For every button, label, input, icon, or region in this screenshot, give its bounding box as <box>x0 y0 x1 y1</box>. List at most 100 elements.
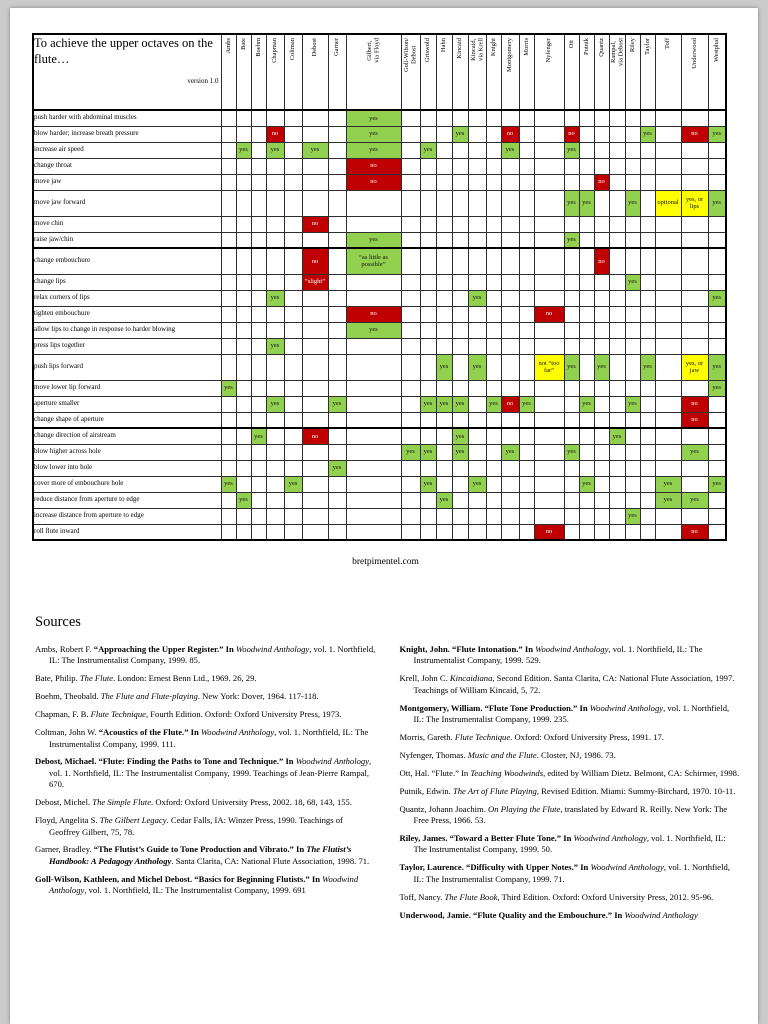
cell-krell <box>467 411 487 429</box>
cell-westphal <box>707 157 727 175</box>
cell-griswold <box>419 353 437 381</box>
cell-garner <box>327 289 347 307</box>
cell-chapman <box>265 157 285 175</box>
cell-rampal <box>608 379 626 397</box>
cell-rampal <box>608 523 626 541</box>
cell-montgomery <box>500 173 520 191</box>
cell-hahn: yes <box>435 491 453 509</box>
cell-ott: yes <box>563 443 580 461</box>
column-label: Rampal, via Debost <box>609 38 625 66</box>
cell-rampal <box>608 353 626 381</box>
cell-toff: yes <box>654 491 682 509</box>
cell-montgomery <box>500 459 520 477</box>
cell-westphal <box>707 491 727 509</box>
cell-underwood <box>680 173 709 191</box>
cell-montgomery <box>500 321 520 339</box>
cell-taylor <box>639 379 656 397</box>
cell-westphal <box>707 305 727 323</box>
cell-montgomery <box>500 273 520 291</box>
cell-boehm <box>250 173 267 191</box>
cell-morris <box>518 475 535 493</box>
column-header-garner: Garner <box>327 33 347 111</box>
cell-morris <box>518 379 535 397</box>
cell-rampal <box>608 215 626 233</box>
cell-putnik <box>578 247 595 275</box>
cell-toff <box>654 411 682 429</box>
column-label: Garner <box>333 38 341 57</box>
cell-underwood <box>680 459 709 477</box>
cell-coltman <box>283 379 303 397</box>
cell-putnik <box>578 109 595 127</box>
source-entry: Floyd, Angelita S. The Gilbert Legacy. C… <box>35 815 376 838</box>
cell-bate <box>235 173 252 191</box>
cell-chapman <box>265 109 285 127</box>
cell-morris <box>518 443 535 461</box>
cell-kincaid <box>451 215 469 233</box>
cell-gollwilson <box>400 459 421 477</box>
column-header-gilbert: Gilbert, via Floyd <box>345 33 402 111</box>
cell-westphal <box>707 427 727 445</box>
cell-griswold <box>419 305 437 323</box>
cell-gilbert <box>345 491 402 509</box>
cell-boehm <box>250 507 267 525</box>
table-version: version 1.0 <box>187 77 219 85</box>
source-text: Morris, Gareth. <box>399 732 455 743</box>
table-row: relax corners of lips yes yes yes <box>32 289 727 307</box>
cell-putnik <box>578 491 595 509</box>
cell-quantz <box>593 215 610 233</box>
cell-coltman <box>283 395 303 413</box>
cell-nyfenger <box>533 379 565 397</box>
cell-bate: yes <box>235 141 252 159</box>
cell-griswold <box>419 379 437 397</box>
column-header-krell: Kincaid, via Krell <box>467 33 487 111</box>
cell-chapman <box>265 459 285 477</box>
cell-toff <box>654 321 682 339</box>
cell-knight <box>485 305 502 323</box>
cell-chapman <box>265 427 285 445</box>
cell-riley <box>624 353 641 381</box>
table-row: raise jaw/chin yes yes <box>32 231 727 249</box>
cell-bate <box>235 427 252 445</box>
cell-westphal <box>707 173 727 191</box>
cell-morris <box>518 141 535 159</box>
cell-quantz <box>593 523 610 541</box>
cell-underwood: no <box>680 411 709 429</box>
cell-knight <box>485 475 502 493</box>
cell-westphal <box>707 443 727 461</box>
cell-kincaid <box>451 231 469 249</box>
cell-westphal <box>707 395 727 413</box>
cell-toff: yes <box>654 475 682 493</box>
cell-riley <box>624 459 641 477</box>
sources-heading: Sources <box>35 614 81 630</box>
cell-westphal: yes <box>707 189 727 217</box>
cell-debost: no <box>301 247 329 275</box>
column-header-bate: Bate <box>235 33 252 111</box>
cell-gollwilson <box>400 395 421 413</box>
cell-quantz <box>593 379 610 397</box>
cell-chapman: yes <box>265 141 285 159</box>
source-text: Riley, James. “Toward a Better Flute Ton… <box>399 833 574 844</box>
cell-morris <box>518 507 535 525</box>
cell-riley <box>624 157 641 175</box>
table-row: roll flute inward no no <box>32 523 727 541</box>
cell-coltman <box>283 411 303 429</box>
column-header-rampal: Rampal, via Debost <box>608 33 626 111</box>
cell-rampal <box>608 231 626 249</box>
column-header-underwood: Underwood <box>680 33 709 111</box>
source-entry: Ambs, Robert F. “Approaching the Upper R… <box>35 644 376 667</box>
cell-ott <box>563 273 580 291</box>
cell-quantz <box>593 157 610 175</box>
cell-griswold <box>419 231 437 249</box>
cell-riley <box>624 109 641 127</box>
cell-gollwilson <box>400 353 421 381</box>
cell-taylor <box>639 395 656 413</box>
cell-montgomery <box>500 109 520 127</box>
cell-coltman: yes <box>283 475 303 493</box>
cell-montgomery <box>500 337 520 355</box>
cell-debost <box>301 475 329 493</box>
cell-garner <box>327 173 347 191</box>
cell-quantz <box>593 507 610 525</box>
cell-krell <box>467 247 487 275</box>
cell-gollwilson <box>400 305 421 323</box>
table-title-cell: To achieve the upper octaves on the flut… <box>32 33 222 111</box>
